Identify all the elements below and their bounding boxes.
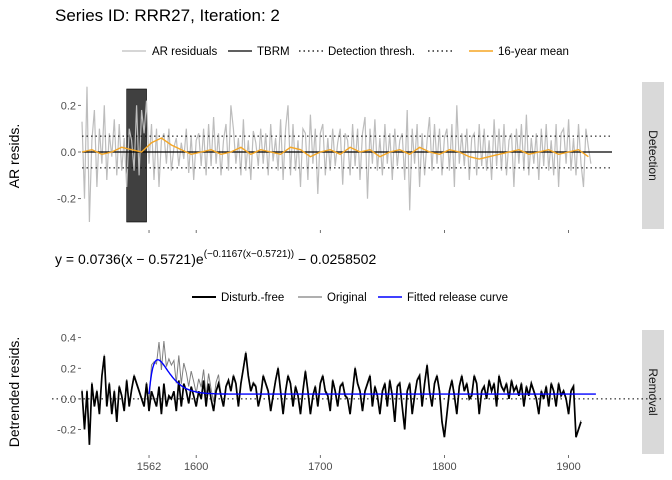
- release-equation: y = 0.0736(x − 0.5721)e(−0.1167(x−0.5721…: [55, 249, 376, 267]
- equation-tail: − 0.0258502: [294, 251, 376, 267]
- removal-legend-label-2: Original: [327, 292, 367, 304]
- detection-strip-label: Detection: [646, 130, 660, 181]
- removal-panel: Removal Detrended resids. 0.4 0.2 0.0 -0.2 1…: [6, 330, 664, 473]
- legend-label-3: Detection thresh.: [328, 46, 415, 58]
- fitted-release-curve: [148, 358, 596, 395]
- svg-text:y = 0.0736(x − 0.5721)e(−0.116: y = 0.0736(x − 0.5721)e(−0.1167(x−0.5721…: [55, 249, 376, 267]
- equation-lhs: y = 0.0736: [55, 251, 121, 267]
- removal-strip-label: Removal: [646, 368, 660, 415]
- detection-y-tick-label: 0.2: [61, 100, 76, 112]
- removal-legend-label-3: Fitted release curve: [407, 292, 508, 304]
- removal-y-tick-label: 0.2: [61, 363, 76, 375]
- removal-y-tick-label: 0.0: [61, 394, 76, 406]
- removal-x-tick-label: 1900: [556, 461, 580, 473]
- legend-label-1: AR residuals: [152, 46, 217, 58]
- equation-paren: (x − 0.5721): [121, 251, 196, 267]
- removal-x-tick-label: 1800: [432, 461, 456, 473]
- disturb-free-line: [81, 352, 582, 445]
- detection-legend: AR residuals TBRM Detection thresh. 16-year…: [122, 46, 569, 58]
- detection-y-tick-label: 0.0: [61, 147, 76, 159]
- detection-y-axis-title: AR resids.: [6, 124, 22, 189]
- detection-panel: Detection AR resids. 0.2 0.0 -0.2: [6, 82, 664, 233]
- removal-x-tick-label: 1562: [137, 461, 161, 473]
- removal-x-tick-label: 1700: [308, 461, 332, 473]
- equation-exponent: (−0.1167(x−0.5721)): [204, 249, 294, 260]
- removal-y-tick-label: 0.4: [61, 333, 76, 345]
- detection-strip: [642, 82, 664, 229]
- removal-y-tick-label: -0.2: [57, 425, 76, 437]
- detection-y-tick-label: -0.2: [57, 194, 76, 206]
- removal-y-axis-title: Detrended resids.: [6, 337, 22, 448]
- chart-title: Series ID: RRR27, Iteration: 2: [55, 6, 280, 25]
- sixteen-year-mean-line: [81, 137, 589, 160]
- equation-e: e: [196, 251, 204, 267]
- legend-label-5: 16-year mean: [498, 46, 569, 58]
- removal-strip: [642, 330, 664, 454]
- removal-legend-label-1: Disturb.-free: [221, 292, 284, 304]
- legend-label-2: TBRM: [257, 46, 290, 58]
- ar-residuals-line: [81, 86, 592, 223]
- removal-legend: Disturb.-free Original Fitted release curv…: [192, 292, 508, 304]
- removal-x-tick-label: 1600: [184, 461, 208, 473]
